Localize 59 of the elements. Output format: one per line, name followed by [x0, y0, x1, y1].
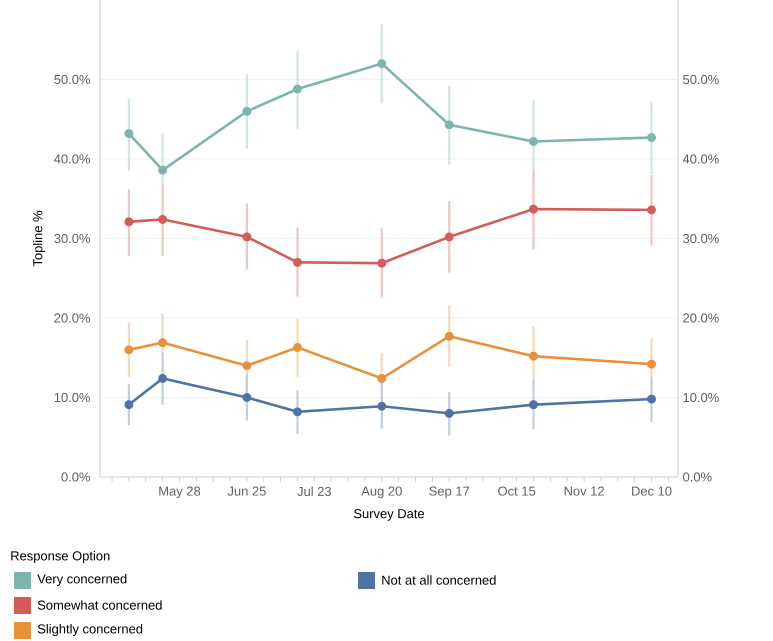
x-tick-label: Dec 10: [632, 486, 672, 496]
point: [293, 84, 302, 94]
point: [647, 133, 656, 142]
y-tick-label: 10.0%: [54, 392, 90, 402]
point: [377, 374, 386, 383]
point: [444, 232, 454, 242]
y2-tick-label: 20.0%: [683, 313, 719, 323]
point: [377, 402, 386, 411]
point: [444, 120, 454, 130]
x-tick-label: Jun 25: [228, 486, 266, 496]
point: [529, 400, 538, 410]
point: [242, 106, 252, 116]
legend-label: Not at all concerned: [382, 575, 496, 585]
x-tick-label: Jul 23: [297, 486, 332, 496]
x-axis-title: Survey Date: [354, 509, 424, 521]
y2-tick-label: 0.0%: [683, 472, 712, 482]
point: [647, 205, 656, 214]
legend-label: Very concerned: [37, 574, 126, 586]
point: [158, 166, 168, 175]
y-tick-label: 40.0%: [54, 154, 90, 164]
y-tick-label: 30.0%: [54, 234, 90, 244]
point: [124, 400, 134, 410]
y2-tick-label: 30.0%: [683, 234, 719, 244]
y2-tick-label: 10.0%: [684, 392, 719, 402]
y2-tick-label: 50.0%: [683, 74, 719, 84]
point: [377, 59, 386, 68]
y-tick-label: 50.0%: [54, 74, 90, 84]
point: [124, 217, 134, 226]
x-tick-label: Aug 20: [361, 486, 402, 498]
point: [529, 204, 538, 214]
x-tick-label: Nov 12: [564, 486, 604, 496]
point: [444, 332, 454, 341]
point: [647, 360, 656, 369]
point: [293, 407, 302, 416]
point: [242, 393, 252, 402]
point: [124, 345, 134, 354]
x-tick-label: Sep 17: [429, 486, 470, 498]
point: [529, 137, 538, 146]
point: [158, 338, 168, 348]
point: [293, 342, 302, 352]
y-axis-title: Topline %: [32, 210, 45, 266]
point: [124, 129, 134, 138]
point: [158, 374, 168, 383]
y2-tick-label: 40.0%: [682, 154, 719, 164]
point: [293, 258, 302, 267]
y-tick-label: 20.0%: [54, 313, 90, 323]
y-tick-label: 0.0%: [61, 472, 90, 482]
point: [242, 361, 252, 370]
x-tick-label: May 28: [159, 486, 200, 498]
x-tick-label: Oct 15: [498, 486, 536, 496]
point: [242, 232, 252, 242]
point: [444, 408, 454, 418]
legend-label: Somewhat concerned: [38, 600, 162, 610]
point: [377, 258, 386, 268]
point: [647, 394, 656, 404]
point: [158, 214, 168, 224]
legend-title: Response Option: [11, 550, 110, 564]
legend-label: Slightly concerned: [38, 624, 142, 636]
point: [529, 352, 538, 361]
